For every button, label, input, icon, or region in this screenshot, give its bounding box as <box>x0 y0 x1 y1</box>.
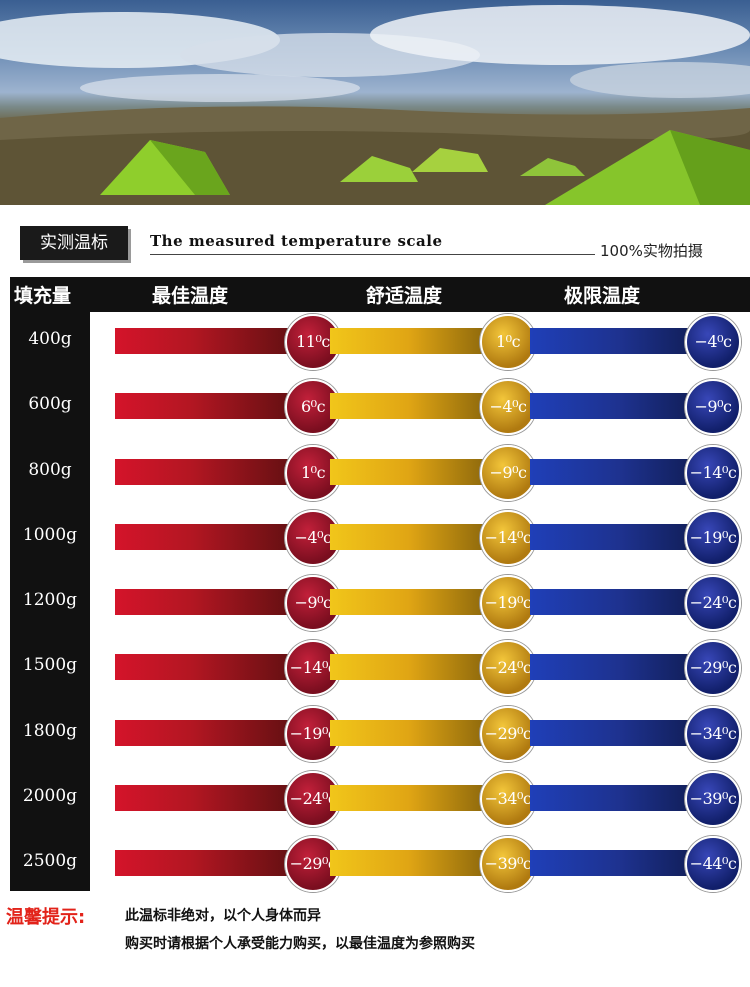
limit-temp-bar <box>530 393 710 419</box>
best-temp-value: −19⁰c <box>285 706 341 762</box>
tip-label: 温馨提示: <box>6 907 86 928</box>
limit-temp-bar <box>530 720 710 746</box>
comfort-temp-value: −19⁰c <box>480 575 536 631</box>
best-temp-bar <box>115 524 305 550</box>
limit-temp-value: −39⁰c <box>685 771 741 827</box>
best-temp-bar <box>115 328 305 354</box>
limit-temp-bar <box>530 459 710 485</box>
comfort-temp-value: −34⁰c <box>480 771 536 827</box>
best-temp-bar <box>115 589 305 615</box>
limit-temp-bar <box>530 850 710 876</box>
tip-line-2: 购买时请根据个人承受能力购买，以最佳温度为参照购买 <box>125 936 475 952</box>
comfort-temp-bar <box>330 589 505 615</box>
comfort-temp-bar <box>330 393 505 419</box>
fill-weight-label: 1000g <box>22 525 78 545</box>
header-rule <box>150 254 595 255</box>
fill-weight-label: 400g <box>28 329 72 349</box>
comfort-temp-bar <box>330 524 505 550</box>
limit-temp-value: −29⁰c <box>685 640 741 696</box>
best-temp-bar <box>115 720 305 746</box>
tip-line-1: 此温标非绝对，以个人身体而异 <box>125 908 321 924</box>
fill-weight-label: 1200g <box>22 590 78 610</box>
comfort-temp-bar <box>330 720 505 746</box>
limit-temp-bar <box>530 328 710 354</box>
comfort-temp-value: −39⁰c <box>480 836 536 892</box>
fill-weight-label: 1500g <box>22 655 78 675</box>
tent-camp-photo <box>0 0 750 205</box>
fill-weight-label: 2500g <box>22 851 78 871</box>
best-temp-bar <box>115 654 305 680</box>
comfort-temp-value: −4⁰c <box>480 379 536 435</box>
scale-header: 实测温标 The measured temperature scale 100%… <box>0 222 750 264</box>
real-photo-note: 100%实物拍摄 <box>600 242 703 260</box>
col-header-fill: 填充量 <box>14 285 72 307</box>
col-header-best: 最佳温度 <box>152 285 229 307</box>
limit-temp-value: −14⁰c <box>685 445 741 501</box>
best-temp-bar <box>115 393 305 419</box>
limit-temp-value: −44⁰c <box>685 836 741 892</box>
scale-badge: 实测温标 <box>20 226 128 260</box>
fill-weight-label: 2000g <box>22 786 78 806</box>
limit-temp-value: −24⁰c <box>685 575 741 631</box>
limit-temp-bar <box>530 654 710 680</box>
fill-weight-label: 600g <box>28 394 72 414</box>
best-temp-value: −9⁰c <box>285 575 341 631</box>
limit-temp-value: −34⁰c <box>685 706 741 762</box>
best-temp-bar <box>115 850 305 876</box>
comfort-temp-value: −24⁰c <box>480 640 536 696</box>
comfort-temp-value: −29⁰c <box>480 706 536 762</box>
comfort-temp-value: −14⁰c <box>480 510 536 566</box>
scale-subtitle: The measured temperature scale <box>150 232 443 250</box>
comfort-temp-bar <box>330 850 505 876</box>
comfort-temp-value: 1⁰c <box>480 314 536 370</box>
comfort-temp-value: −9⁰c <box>480 445 536 501</box>
limit-temp-bar <box>530 785 710 811</box>
best-temp-value: −4⁰c <box>285 510 341 566</box>
best-temp-bar <box>115 459 305 485</box>
limit-temp-bar <box>530 589 710 615</box>
col-header-limit: 极限温度 <box>564 285 641 307</box>
limit-temp-value: −9⁰c <box>685 379 741 435</box>
limit-temp-bar <box>530 524 710 550</box>
limit-temp-value: −19⁰c <box>685 510 741 566</box>
comfort-temp-bar <box>330 328 505 354</box>
best-temp-bar <box>115 785 305 811</box>
fill-weight-label: 1800g <box>22 721 78 741</box>
comfort-temp-bar <box>330 459 505 485</box>
limit-temp-value: −4⁰c <box>685 314 741 370</box>
comfort-temp-bar <box>330 785 505 811</box>
col-header-comfort: 舒适温度 <box>366 285 443 307</box>
fill-weight-label: 800g <box>28 460 72 480</box>
comfort-temp-bar <box>330 654 505 680</box>
